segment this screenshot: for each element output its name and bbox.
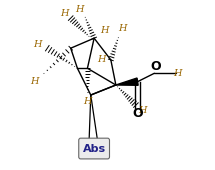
Text: H: H [97, 55, 106, 64]
Text: H: H [60, 9, 68, 18]
Text: O: O [151, 60, 161, 73]
FancyBboxPatch shape [79, 138, 109, 159]
Text: H: H [75, 5, 83, 14]
Text: H: H [138, 106, 147, 115]
Text: H: H [33, 40, 41, 49]
Text: H: H [30, 77, 38, 86]
Text: H: H [100, 26, 108, 35]
Text: H: H [83, 97, 92, 106]
Text: Abs: Abs [83, 143, 106, 154]
Text: H: H [174, 69, 182, 78]
Polygon shape [116, 78, 138, 85]
Text: O: O [132, 107, 143, 120]
Text: H: H [118, 24, 127, 33]
